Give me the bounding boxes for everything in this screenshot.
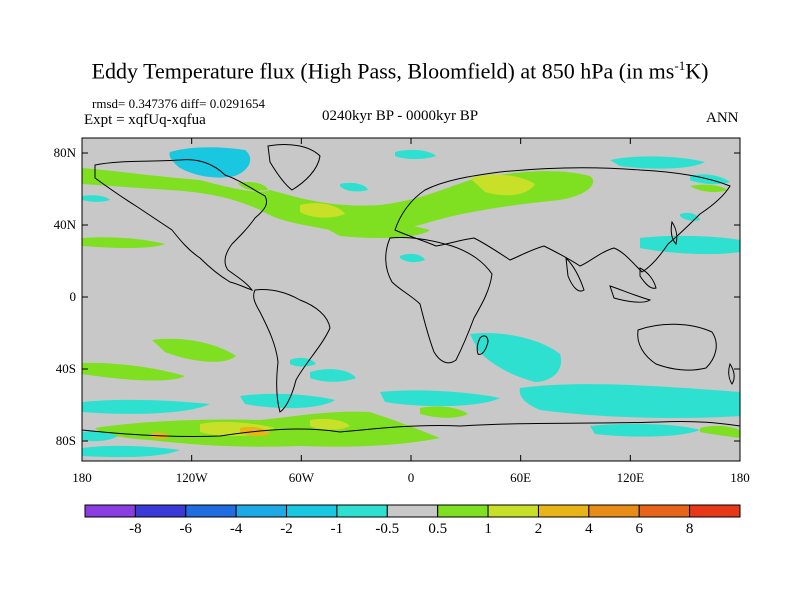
map-field [82,138,740,461]
plot-title-superscript: -1 [674,58,686,73]
colorbar-label: -4 [229,521,243,537]
colorbar-swatch [386,504,439,518]
colorbar-swatch [336,504,388,518]
lon-label: 180 [730,470,750,485]
lon-label: 60W [288,470,314,485]
colorbar-label: 1 [484,521,492,537]
season-label: ANN [706,110,739,126]
colorbar-swatch [286,504,338,518]
axis-ticks [81,138,741,461]
plot-title-main: Eddy Temperature flux (High Pass, Bloomf… [91,58,675,84]
plot-title-tail: K) [685,58,709,84]
colorbar-swatch [185,504,237,518]
coastlines [82,143,740,438]
lat-label: 80S [55,433,76,448]
lat-label: 0 [69,289,77,304]
colorbar-label: -2 [280,521,293,537]
colorbar-label: 8 [685,521,694,537]
colorbar-swatch [689,504,741,518]
lat-label: 80N [53,145,76,160]
colorbar-swatch [487,504,539,518]
colorbar-swatch [588,504,640,518]
lat-label: 40N [53,217,76,232]
colorbar-label: 4 [585,521,593,537]
colorbar-swatch [537,504,590,518]
lon-label: 120W [175,470,208,485]
positive-weak-patches [82,168,740,447]
colorbar-label: 6 [635,521,643,537]
stats-label: rmsd= 0.347376 diff= 0.0291654 [92,96,265,111]
lon-label: 120E [616,470,645,485]
colorbar-swatch [134,504,187,518]
lon-label: 60E [510,470,532,485]
colorbar-label: -0.5 [375,521,400,537]
colorbar [84,504,741,518]
plot-title: Eddy Temperature flux (High Pass, Bloomf… [0,58,800,84]
colorbar-swatch [235,504,288,518]
colorbar-label: -1 [330,521,344,537]
positive-mid-patches [200,174,535,437]
lon-label: 0 [407,470,415,485]
colorbar-swatch [638,504,691,518]
experiment-label: Expt = xqfUq-xqfua [84,112,206,128]
colorbar-label: -8 [129,521,142,537]
colorbar-label: 2 [534,521,543,537]
colorbar-swatch [437,504,489,518]
colorbar-swatch [84,504,136,518]
colorbar-label: -6 [179,521,193,537]
colorbar-label: 0.5 [428,521,448,537]
period-label: 0240kyr BP - 0000kyr BP [322,108,479,124]
lat-label: 40S [55,361,76,376]
lon-label: 180 [72,470,92,485]
